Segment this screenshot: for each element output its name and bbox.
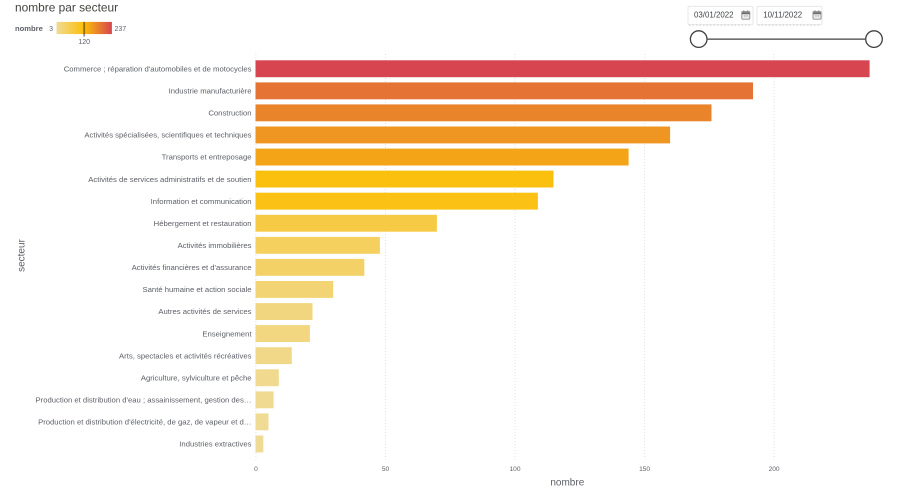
svg-text:03/01/2022: 03/01/2022: [694, 11, 734, 20]
svg-text:Industries extractives: Industries extractives: [179, 440, 251, 449]
svg-text:secteur: secteur: [16, 238, 27, 271]
svg-text:120: 120: [78, 39, 90, 46]
svg-text:50: 50: [382, 466, 390, 473]
svg-text:Autres activités de services: Autres activités de services: [158, 307, 251, 316]
svg-text:10/11/2022: 10/11/2022: [763, 11, 802, 20]
svg-text:Activités financières et d'ass: Activités financières et d'assurance: [132, 263, 252, 272]
svg-text:200: 200: [769, 466, 780, 473]
svg-text:Activités de services administ: Activités de services administratifs et …: [88, 175, 251, 184]
svg-text:Commerce ; réparation d'automo: Commerce ; réparation d'automobiles et d…: [64, 65, 252, 74]
svg-text:Production et distribution d'e: Production et distribution d'eau ; assai…: [36, 396, 252, 405]
svg-text:Information et communication: Information et communication: [151, 197, 252, 206]
svg-text:nombre: nombre: [15, 24, 43, 33]
svg-text:Enseignement: Enseignement: [202, 329, 252, 338]
svg-text:Transports et entreposage: Transports et entreposage: [162, 153, 252, 162]
svg-text:Arts, spectacles et activités: Arts, spectacles et activités récréative…: [119, 351, 252, 360]
svg-text:150: 150: [639, 466, 650, 473]
svg-text:3: 3: [49, 26, 53, 33]
svg-text:100: 100: [509, 466, 520, 473]
svg-text:nombre: nombre: [550, 478, 584, 489]
svg-text:Industrie manufacturière: Industrie manufacturière: [169, 87, 252, 96]
svg-text:Agriculture, sylviculture et p: Agriculture, sylviculture et pêche: [141, 373, 252, 382]
svg-text:Construction: Construction: [208, 109, 251, 118]
svg-text:237: 237: [115, 26, 127, 33]
svg-text:nombre par secteur: nombre par secteur: [15, 1, 118, 15]
svg-text:0: 0: [254, 466, 258, 473]
svg-text:Production et distribution d'é: Production et distribution d'électricité…: [38, 418, 251, 427]
svg-text:Activités spécialisées, scient: Activités spécialisées, scientifiques et…: [84, 131, 251, 140]
svg-text:Activités immobilières: Activités immobilières: [178, 241, 252, 250]
svg-text:Santé humaine et action social: Santé humaine et action sociale: [143, 285, 252, 294]
svg-text:Hébergement et restauration: Hébergement et restauration: [154, 219, 252, 228]
